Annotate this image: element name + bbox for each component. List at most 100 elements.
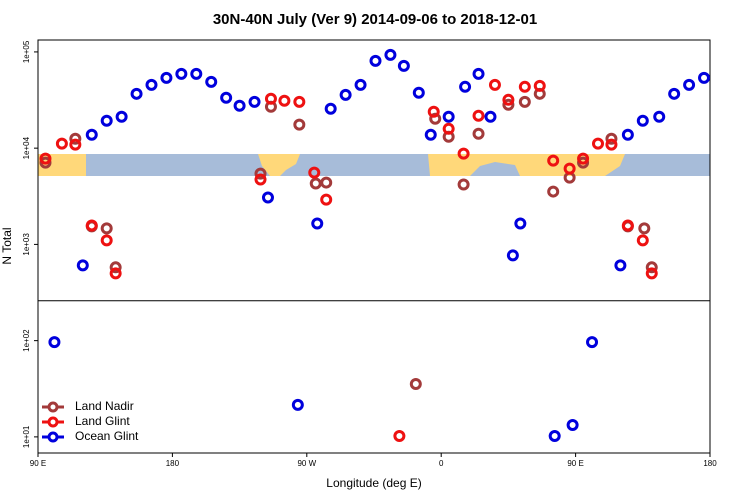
point <box>645 267 658 280</box>
point <box>160 71 173 84</box>
point <box>248 95 261 108</box>
point <box>69 138 82 151</box>
point <box>354 78 367 91</box>
point <box>424 128 437 141</box>
point <box>547 154 560 167</box>
y-axis-label: N Total <box>0 227 14 264</box>
point <box>442 110 455 123</box>
legend-marker <box>47 416 59 428</box>
point <box>636 234 649 247</box>
plot-frame <box>37 39 711 454</box>
point <box>605 138 618 151</box>
legend-marker <box>47 401 59 413</box>
point <box>55 137 68 150</box>
point <box>547 185 560 198</box>
point <box>586 336 599 349</box>
x-tick-label: 90 W <box>297 459 316 468</box>
point <box>69 132 82 145</box>
point <box>309 177 322 190</box>
point <box>548 430 561 443</box>
point <box>472 127 485 140</box>
point <box>533 79 546 92</box>
x-tick-label: 180 <box>166 459 180 468</box>
point <box>254 167 267 180</box>
point <box>254 173 267 186</box>
legend-label: Land Nadir <box>75 399 134 413</box>
chart-title: 30N-40N July (Ver 9) 2014-09-06 to 2018-… <box>213 11 537 28</box>
point <box>145 78 158 91</box>
point <box>683 78 696 91</box>
point <box>109 261 122 274</box>
point <box>100 114 113 127</box>
point <box>293 95 306 108</box>
point <box>621 219 634 232</box>
point <box>636 114 649 127</box>
point <box>100 234 113 247</box>
point <box>397 59 410 72</box>
point <box>308 166 321 179</box>
point <box>621 128 634 141</box>
x-axis-label: Longitude (deg E) <box>326 476 421 490</box>
x-tick-label: 180 <box>703 459 717 468</box>
point <box>518 80 531 93</box>
y-tick-label: 1e+01 <box>22 425 31 448</box>
point <box>320 193 333 206</box>
point <box>459 80 472 93</box>
x-tick-label: 0 <box>439 459 444 468</box>
point <box>502 93 515 106</box>
point <box>442 122 455 135</box>
point <box>514 217 527 230</box>
point <box>506 249 519 262</box>
legend-label: Land Glint <box>75 414 130 428</box>
point <box>291 398 304 411</box>
map-band <box>38 154 710 176</box>
point <box>484 110 497 123</box>
point <box>324 102 337 115</box>
point <box>698 71 711 84</box>
y-tick-label: 1e+03 <box>22 233 31 256</box>
point <box>130 87 143 100</box>
point <box>502 98 515 111</box>
point <box>518 95 531 108</box>
point <box>264 92 277 105</box>
point <box>85 219 98 232</box>
point <box>369 54 382 67</box>
land <box>428 154 625 176</box>
point <box>638 222 651 235</box>
y-tick-label: 1e+04 <box>22 136 31 159</box>
point <box>220 91 233 104</box>
point <box>109 267 122 280</box>
point <box>233 99 246 112</box>
point <box>472 67 485 80</box>
point <box>76 259 89 272</box>
land <box>258 154 300 176</box>
point <box>48 336 61 349</box>
point <box>320 176 333 189</box>
point <box>472 109 485 122</box>
point <box>100 222 113 235</box>
point <box>457 147 470 160</box>
point <box>339 88 352 101</box>
point <box>412 86 425 99</box>
point <box>85 128 98 141</box>
point <box>614 259 627 272</box>
point <box>605 132 618 145</box>
point <box>384 48 397 61</box>
y-tick-label: 1e+02 <box>22 329 31 352</box>
x-tick-label: 90 E <box>567 459 583 468</box>
point <box>278 94 291 107</box>
legend-marker <box>47 431 59 443</box>
point <box>190 67 203 80</box>
point <box>592 137 604 150</box>
point <box>653 110 666 123</box>
point <box>293 118 306 131</box>
legend-label: Ocean Glint <box>75 429 139 443</box>
point <box>311 217 324 230</box>
point <box>261 191 274 204</box>
point <box>563 162 576 175</box>
point <box>175 67 188 80</box>
point <box>429 112 442 125</box>
y-tick-label: 1e+05 <box>22 40 31 63</box>
point <box>409 378 422 391</box>
